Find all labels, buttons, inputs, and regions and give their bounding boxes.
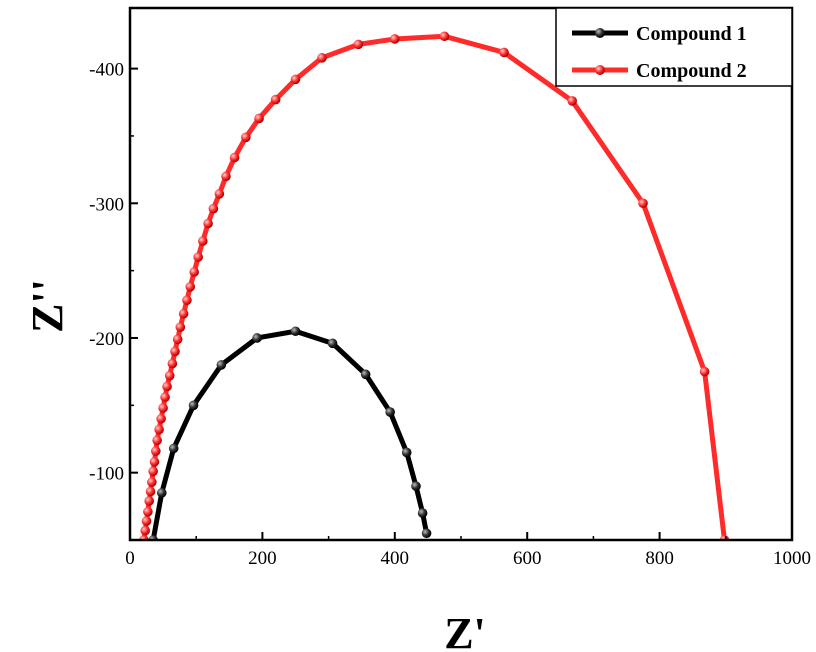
data-point-series-2 xyxy=(229,152,240,163)
legend-label-compound-2: Compound 2 xyxy=(636,60,747,82)
data-point-series-2 xyxy=(172,334,183,345)
data-point-series-1 xyxy=(168,443,179,454)
data-point-series-2 xyxy=(208,203,219,214)
data-point-series-2 xyxy=(699,366,710,377)
x-tick-label: 800 xyxy=(645,548,674,569)
x-tick-label: 1000 xyxy=(773,548,811,569)
legend-marker-compound-2 xyxy=(595,65,605,75)
data-point-series-2 xyxy=(154,424,164,435)
data-point-series-2 xyxy=(156,413,166,424)
legend-label-compound-1: Compound 1 xyxy=(636,23,747,45)
data-point-series-2 xyxy=(221,171,231,182)
data-point-series-2 xyxy=(141,516,152,526)
data-point-series-2 xyxy=(170,346,180,357)
series-layer xyxy=(139,31,730,540)
y-tick-label: -300 xyxy=(89,194,124,215)
data-point-series-2 xyxy=(390,34,400,44)
data-point-series-2 xyxy=(439,31,450,42)
data-point-series-2 xyxy=(499,47,509,58)
data-point-series-2 xyxy=(158,403,168,413)
data-point-series-2 xyxy=(140,525,151,536)
legend-box xyxy=(555,7,793,87)
x-tick-label: 0 xyxy=(125,548,135,569)
data-point-series-2 xyxy=(149,457,160,467)
data-point-series-2 xyxy=(151,446,161,456)
series-line-2 xyxy=(141,33,727,540)
y-tick-label: -100 xyxy=(89,464,124,485)
data-point-series-2 xyxy=(160,392,170,403)
data-point-series-1 xyxy=(290,326,301,337)
data-point-series-1 xyxy=(417,508,428,518)
data-point-series-2 xyxy=(254,113,264,124)
y-tick-label: -200 xyxy=(89,329,124,350)
data-point-series-1 xyxy=(411,481,421,491)
data-point-series-1 xyxy=(327,338,338,349)
data-point-series-2 xyxy=(270,94,281,105)
data-point-series-1 xyxy=(401,447,412,458)
data-point-series-2 xyxy=(290,74,301,85)
data-point-series-2 xyxy=(147,477,157,487)
data-point-series-1 xyxy=(421,528,432,539)
data-point-series-1 xyxy=(188,400,199,411)
data-point-series-2 xyxy=(162,381,172,392)
data-point-series-2 xyxy=(189,267,200,277)
data-point-series-2 xyxy=(144,496,154,506)
data-point-series-2 xyxy=(175,322,186,333)
data-point-series-2 xyxy=(143,506,153,517)
legend-marker-compound-1 xyxy=(595,28,605,38)
series-line-1 xyxy=(150,328,430,540)
y-tick-label: -400 xyxy=(89,60,124,81)
legend: Compound 1 Compound 2 xyxy=(555,7,793,87)
data-point-series-2 xyxy=(182,295,192,306)
data-point-series-2 xyxy=(198,236,208,246)
data-point-series-2 xyxy=(317,53,327,63)
data-point-series-2 xyxy=(567,96,578,106)
x-axis-title: Z' xyxy=(444,609,486,652)
data-point-series-2 xyxy=(148,466,158,477)
data-point-series-2 xyxy=(178,308,189,319)
data-point-series-2 xyxy=(214,189,225,199)
x-tick-label: 200 xyxy=(248,548,277,569)
data-point-series-1 xyxy=(216,360,227,370)
data-point-series-2 xyxy=(353,39,364,50)
data-point-series-1 xyxy=(360,369,371,380)
x-tick-label: 400 xyxy=(381,548,410,569)
data-point-series-1 xyxy=(156,488,167,498)
data-point-series-2 xyxy=(145,486,156,497)
data-point-series-2 xyxy=(241,132,251,143)
data-point-series-2 xyxy=(167,358,178,369)
ticks-layer: 0 200 400 600 800 1000 -100 -200 -300 -400 xyxy=(89,60,811,569)
data-point-series-2 xyxy=(164,370,175,381)
data-point-series-1 xyxy=(385,407,395,417)
data-point-series-1 xyxy=(252,333,262,343)
data-point-series-2 xyxy=(203,218,213,229)
data-point-series-2 xyxy=(193,252,203,262)
x-tick-label: 600 xyxy=(513,548,542,569)
y-axis-title: Z'' xyxy=(23,279,72,333)
plot-frame xyxy=(128,6,794,542)
data-point-series-2 xyxy=(185,281,196,292)
data-point-series-2 xyxy=(638,198,648,209)
data-point-series-2 xyxy=(152,435,162,446)
